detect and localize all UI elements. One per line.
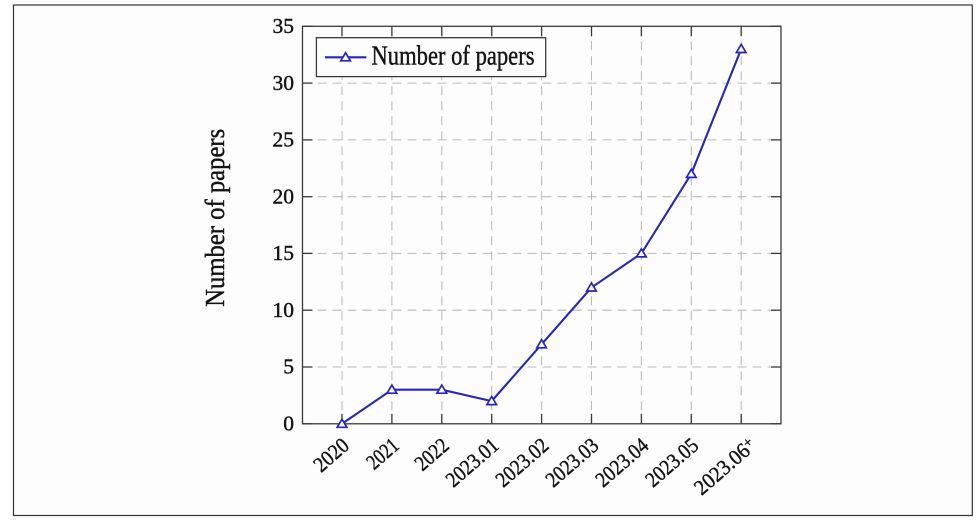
svg-text:35: 35 (273, 14, 295, 38)
svg-text:Number of papers: Number of papers (372, 41, 535, 71)
svg-text:30: 30 (273, 71, 295, 95)
svg-text:20: 20 (273, 184, 295, 208)
svg-text:15: 15 (273, 241, 295, 265)
svg-text:0: 0 (283, 412, 294, 436)
svg-text:5: 5 (283, 355, 294, 379)
svg-text:Number of papers: Number of papers (200, 129, 230, 307)
svg-text:25: 25 (273, 128, 295, 152)
svg-text:10: 10 (273, 298, 295, 322)
